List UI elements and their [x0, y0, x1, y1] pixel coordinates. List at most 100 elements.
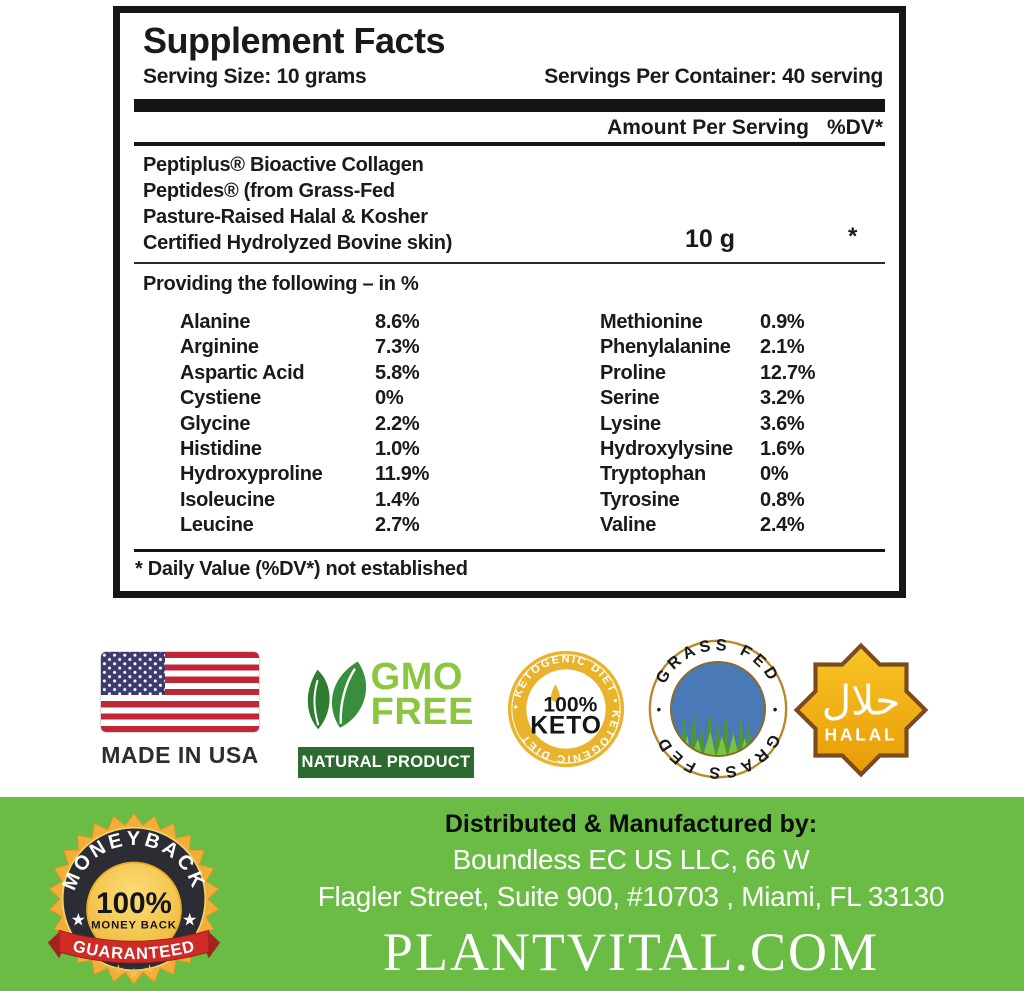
website-url: PLANTVITAL.COM	[382, 922, 880, 982]
ingredient-line: Certified Hydrolyzed Bovine skin)	[143, 232, 453, 254]
divider-rule	[134, 549, 885, 552]
amino-value: 8.6%	[375, 311, 420, 333]
ingredient-line: Peptiplus® Bioactive Collagen	[143, 154, 424, 176]
amino-name: Methionine	[600, 311, 703, 333]
natural-product-banner: NATURAL PRODUCT	[298, 747, 474, 778]
amount-per-serving-header: Amount Per Serving %DV*	[607, 116, 883, 140]
divider-thick-bar	[134, 99, 885, 112]
amino-name: Tryptophan	[600, 463, 706, 486]
divider-rule	[134, 262, 885, 264]
table-row: Phenylalanine 2.1%	[600, 335, 890, 360]
amino-name: Glycine	[180, 412, 251, 435]
amino-name: Serine	[600, 387, 660, 410]
eight-point-star-icon	[793, 642, 929, 778]
footer: MONEYBACK 100% MONEY BACK GUARANTEED Dis…	[0, 797, 1024, 991]
servings-per-container: Servings Per Container: 40 serving	[544, 65, 883, 88]
grass-illustration	[671, 708, 762, 756]
amino-name: Aspartic Acid	[180, 361, 305, 384]
amino-value: 2.7%	[375, 514, 420, 537]
amino-name: Tyrosine	[600, 488, 680, 511]
amino-name: Lysine	[600, 412, 661, 435]
amino-value: 2.1%	[760, 336, 805, 359]
table-row: Proline 12.7%	[600, 361, 890, 386]
amino-acid-column-right: Methionine 0.9% Phenylalanine 2.1% Proline…	[600, 310, 890, 539]
amino-name: Isoleucine	[180, 488, 275, 511]
table-row: Cystiene 0%	[180, 386, 580, 411]
gmo-free-text: GMO FREE	[370, 656, 474, 733]
droplet-icon	[551, 684, 560, 702]
table-row: Valine 2.4%	[600, 513, 890, 538]
amino-value: 11.9%	[375, 463, 430, 486]
dv-header-label: %DV*	[826, 116, 883, 139]
amino-name: Phenylalanine	[600, 336, 731, 359]
table-row: Methionine 0.9%	[600, 310, 890, 335]
amino-name: Valine	[600, 514, 657, 537]
ingredient-line: Pasture-Raised Halal & Kosher	[143, 206, 428, 228]
amino-value: 7.3%	[375, 336, 420, 359]
panel-title: Supplement Facts	[143, 20, 446, 61]
leaves-icon	[307, 661, 367, 730]
moneyback-percent: 100%	[96, 887, 172, 920]
divider-rule	[134, 142, 885, 146]
halal-arabic-text: حلال	[822, 677, 901, 725]
amino-value: 2.2%	[375, 412, 420, 435]
amino-name: Hydroxylysine	[600, 437, 733, 460]
distributor-info: Distributed & Manufactured by: Boundless…	[245, 810, 1017, 983]
providing-label: Providing the following – in %	[143, 273, 419, 295]
ring-dot: •	[773, 702, 778, 717]
table-row: Arginine 7.3%	[180, 335, 580, 360]
table-row: Hydroxylysine 1.6%	[600, 437, 890, 462]
star-icon	[113, 964, 124, 974]
ring-dot: •	[657, 702, 662, 717]
amino-value: 1.6%	[760, 437, 805, 460]
amino-value: 5.8%	[375, 361, 420, 384]
flag-canton	[101, 652, 165, 695]
keto-100-percent: 100%	[543, 694, 597, 717]
amino-name: Hydroxyproline	[180, 463, 323, 486]
ingredient-description: Peptiplus® Bioactive Collagen Peptides® …	[143, 152, 452, 256]
dv-footnote: * Daily Value (%DV*) not established	[135, 558, 468, 580]
grass-fed-badge: GRASS FED GRASS FED • •	[648, 637, 788, 781]
halal-badge: حلال HALAL	[793, 642, 929, 778]
table-row: Tryptophan 0%	[600, 462, 890, 487]
distributed-by-heading: Distributed & Manufactured by:	[444, 810, 818, 838]
keto-badge: • KETOGENIC DIET • KETOGENIC DIET 100% K…	[507, 650, 625, 768]
made-in-usa-label: MADE IN USA	[101, 742, 259, 768]
amino-value: 0%	[760, 463, 789, 486]
keto-word: KETO	[530, 713, 601, 740]
amino-value: 1.4%	[375, 488, 420, 511]
distributor-line: Flagler Street, Suite 900, #10703 , Miam…	[317, 881, 945, 912]
guarantee-ribbon	[58, 929, 210, 964]
star-icon	[183, 912, 197, 926]
amino-name: Arginine	[180, 336, 259, 359]
table-row: Serine 3.2%	[600, 386, 890, 411]
amino-name: Leucine	[180, 514, 254, 537]
table-row: Glycine 2.2%	[180, 412, 580, 437]
ingredient-line: Peptides® (from Grass-Fed	[143, 180, 395, 202]
table-row: Histidine 1.0%	[180, 437, 580, 462]
amino-name: Alanine	[180, 311, 251, 333]
amino-value: 0.9%	[760, 311, 805, 333]
amino-value: 1.0%	[375, 437, 420, 460]
halal-label: HALAL	[825, 724, 898, 744]
made-in-usa-badge: MADE IN USA	[98, 652, 262, 769]
amino-name: Proline	[600, 361, 666, 384]
table-row: Hydroxyproline 11.9%	[180, 462, 580, 487]
gmo-word: GMO	[370, 656, 463, 698]
amount-per-serving-label: Amount Per Serving	[607, 116, 809, 139]
table-row: Isoleucine 1.4%	[180, 488, 580, 513]
gmo-free-badge: GMO FREE NATURAL PRODUCT	[298, 648, 474, 778]
supplement-facts-panel: Supplement Facts Serving Size: 10 grams …	[113, 6, 906, 598]
table-row: Alanine 8.6%	[180, 310, 580, 335]
amino-value: 2.4%	[760, 514, 805, 537]
star-icon	[128, 967, 140, 979]
table-row: Lysine 3.6%	[600, 412, 890, 437]
amino-value: 3.6%	[760, 412, 805, 435]
amino-value: 3.2%	[760, 387, 805, 410]
distributor-line: Boundless EC US LLC, 66 W	[452, 844, 810, 875]
table-row: Aspartic Acid 5.8%	[180, 361, 580, 386]
free-word: FREE	[370, 691, 474, 733]
amino-value: 0.8%	[760, 488, 805, 511]
gmo-badge-top: GMO FREE	[298, 648, 474, 742]
serving-size: Serving Size: 10 grams	[143, 65, 367, 88]
